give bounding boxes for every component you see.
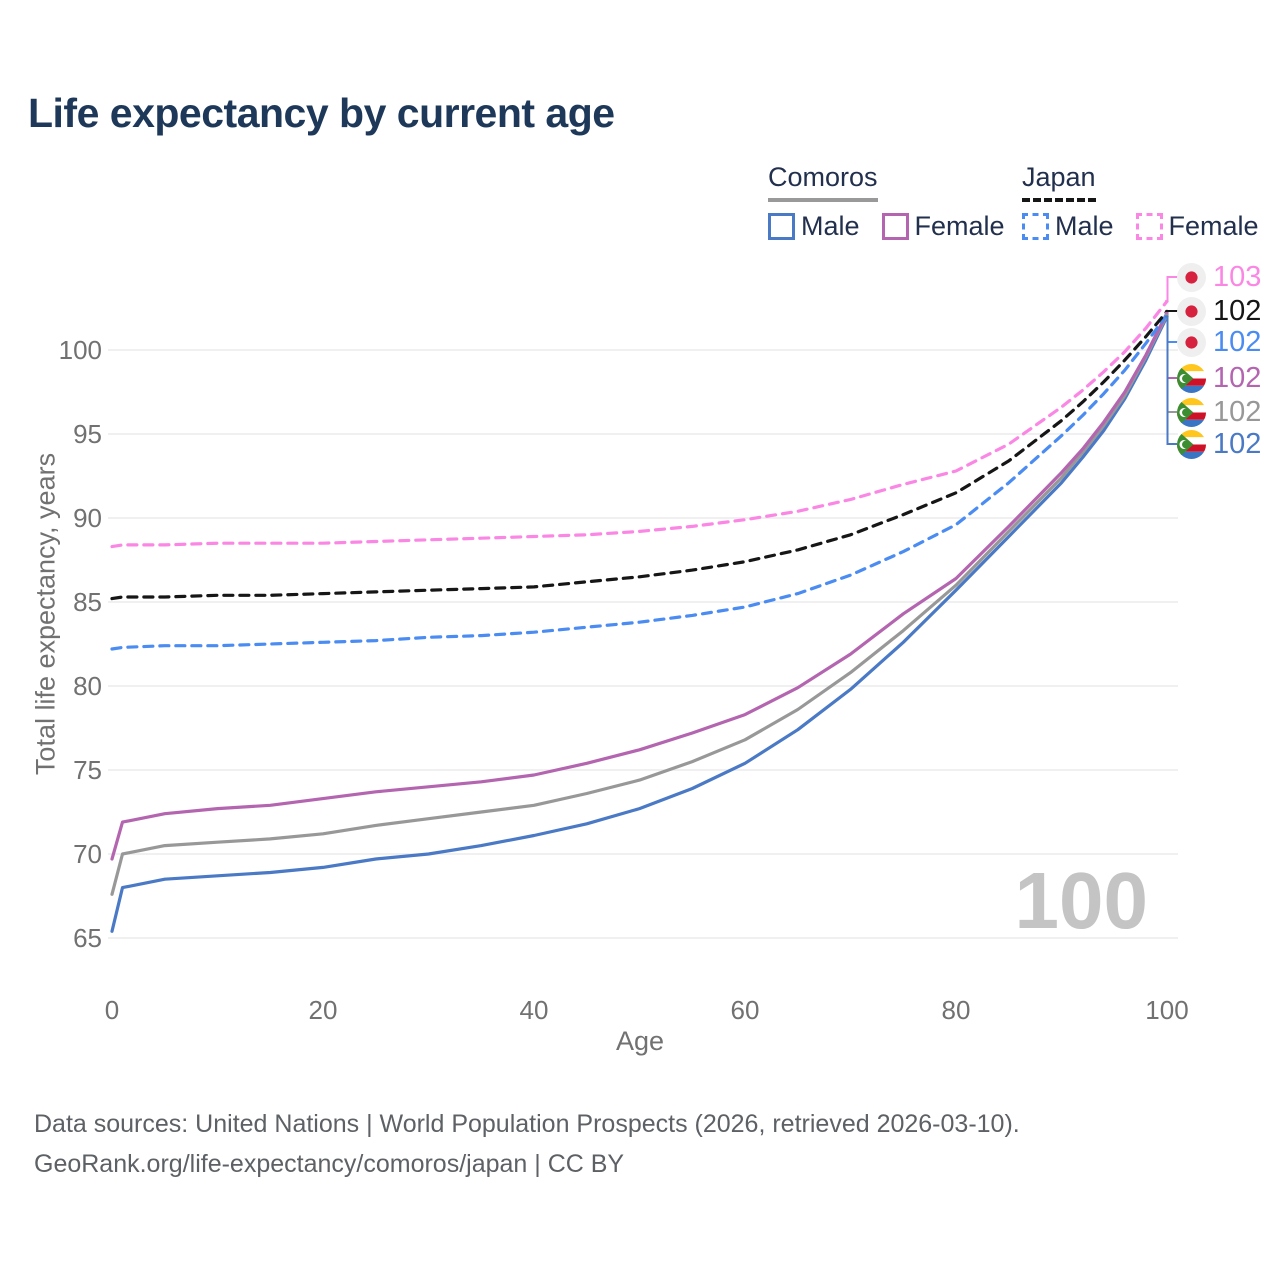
end-label-value-comoros_total: 102: [1213, 396, 1262, 428]
end-label-connector-comoros_male: [1165, 315, 1178, 445]
end-label-value-comoros_female: 102: [1213, 362, 1262, 394]
japan-male-swatch-icon: [1022, 213, 1049, 240]
end-label-japan_male: 102: [1177, 326, 1261, 358]
series-line-comoros_female[interactable]: [110, 311, 1169, 861]
footer-attribution: GeoRank.org/life-expectancy/comoros/japa…: [34, 1150, 625, 1178]
comoros-male-swatch-icon: [768, 213, 795, 240]
legend-item-japan-female-label: Female: [1168, 211, 1259, 241]
end-label-japan_female: 103: [1177, 261, 1261, 293]
comoros-flag-icon: [1177, 397, 1206, 427]
y-tick-75: 75: [73, 755, 102, 785]
legend-item-japan-male-label: Male: [1055, 211, 1114, 241]
chart-legend: Comoros Male Female Japan Male: [0, 0, 1280, 250]
legend-items-japan: Male Female: [1022, 211, 1259, 242]
x-tick-100: 100: [1145, 995, 1189, 1025]
x-axis-title: Age: [615, 1026, 665, 1056]
legend-item-comoros-male-label: Male: [801, 211, 860, 241]
series-line-comoros_male[interactable]: [110, 314, 1169, 933]
series-line-japan_male[interactable]: [110, 313, 1169, 651]
end-label-comoros_male: 102: [1177, 428, 1261, 460]
x-tick-0: 0: [104, 995, 120, 1025]
series-line-comoros_total[interactable]: [110, 313, 1169, 896]
japan-flag-icon: [1177, 327, 1206, 357]
japan-female-swatch-icon: [1135, 213, 1163, 240]
legend-items-comoros: Male Female: [768, 211, 1005, 242]
comoros-flag-icon: [1177, 429, 1206, 459]
y-tick-70: 70: [73, 839, 102, 869]
x-tick-20: 20: [308, 995, 338, 1025]
x-tick-80: 80: [941, 995, 971, 1025]
legend-country-japan-label: Japan: [1022, 162, 1096, 192]
y-tick-85: 85: [73, 587, 102, 617]
y-tick-100: 100: [58, 335, 102, 365]
legend-group-japan: Japan Male Female: [1022, 162, 1259, 242]
end-label-value-japan_male: 102: [1213, 326, 1262, 358]
comoros-female-swatch-icon: [881, 213, 909, 240]
japan-flag-icon: [1177, 262, 1206, 292]
japan-flag-icon: [1177, 296, 1206, 326]
end-label-comoros_female: 102: [1177, 362, 1261, 394]
legend-item-comoros-female[interactable]: Female: [881, 211, 1005, 242]
end-label-japan_total: 102: [1177, 295, 1261, 327]
legend-country-comoros[interactable]: Comoros: [768, 162, 878, 202]
series-line-japan_female[interactable]: [110, 299, 1169, 549]
y-tick-65: 65: [73, 923, 102, 953]
y-tick-80: 80: [73, 671, 102, 701]
legend-item-japan-female[interactable]: Female: [1135, 211, 1259, 242]
page-title: Life expectancy by current age: [28, 90, 615, 136]
legend-group-comoros: Comoros Male Female: [768, 162, 1005, 242]
legend-item-comoros-male[interactable]: Male: [768, 211, 860, 242]
legend-country-japan[interactable]: Japan: [1022, 162, 1096, 202]
footer-data-sources: Data sources: United Nations | World Pop…: [34, 1110, 1020, 1138]
end-label-comoros_total: 102: [1177, 396, 1261, 428]
end-label-connector-japan_female: [1165, 276, 1178, 303]
legend-country-comoros-label: Comoros: [768, 162, 878, 192]
legend-item-comoros-female-label: Female: [914, 211, 1005, 241]
end-label-value-japan_total: 102: [1213, 295, 1262, 327]
x-tick-60: 60: [730, 995, 760, 1025]
footer: Data sources: United Nations | World Pop…: [34, 1104, 1020, 1184]
x-tick-40: 40: [519, 995, 549, 1025]
age-counter-watermark: 100: [1014, 856, 1148, 945]
y-tick-90: 90: [73, 503, 102, 533]
series-line-japan_total[interactable]: [110, 309, 1169, 601]
y-tick-95: 95: [73, 419, 102, 449]
end-label-value-comoros_male: 102: [1213, 428, 1262, 460]
end-label-value-japan_female: 103: [1213, 261, 1262, 293]
comoros-flag-icon: [1177, 363, 1206, 393]
legend-item-japan-male[interactable]: Male: [1022, 211, 1114, 242]
